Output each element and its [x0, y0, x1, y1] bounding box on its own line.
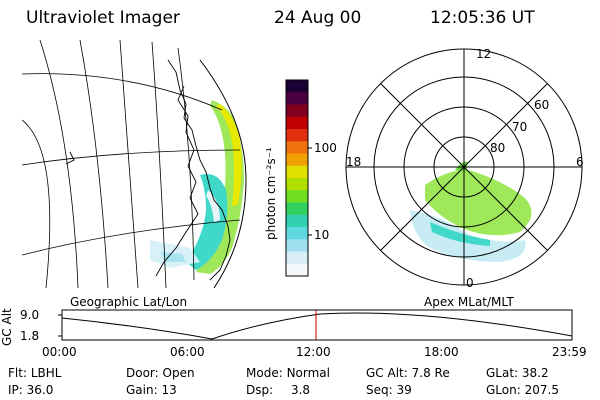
colorbar-segment — [286, 165, 308, 179]
mlt-label-6: 6 — [576, 155, 584, 169]
colorbar-tick-100: 100 — [314, 141, 337, 155]
left-panel-label: Geographic Lat/Lon — [70, 295, 188, 309]
timeline-xtick-0000: 00:00 — [42, 345, 77, 359]
colorbar-segment — [286, 116, 308, 130]
info-dsp: Dsp: 3.8 — [246, 383, 311, 397]
colorbar-tick-10: 10 — [314, 228, 330, 242]
info-door: Door: Open — [126, 366, 195, 380]
polar-grid — [345, 48, 583, 286]
info-glat: GLat: 38.2 — [486, 366, 549, 380]
mlt-label-0: 0 — [466, 276, 474, 290]
colorbar-segment — [286, 129, 308, 142]
timeline-ylabel: GC Alt — [0, 308, 14, 346]
info-gain: Gain: 13 — [126, 383, 177, 397]
colorbar-segment — [286, 92, 308, 105]
lat-label-80: 80 — [490, 141, 506, 155]
timeline-ytick-bottom: 1.8 — [20, 329, 40, 343]
timeline-xtick-2359: 23:59 — [552, 345, 587, 359]
colorbar-segment — [286, 227, 308, 240]
info-ip: IP: 36.0 — [8, 383, 54, 397]
mlt-label-18: 18 — [346, 155, 362, 169]
info-glon: GLon: 207.5 — [486, 383, 559, 397]
colorbar-segment — [286, 239, 308, 252]
timeline-xtick-0600: 06:00 — [170, 345, 205, 359]
colorbar-segment — [286, 263, 308, 277]
info-gc-alt: GC Alt: 7.8 Re — [366, 366, 450, 380]
date-label: 24 Aug 00 — [274, 8, 362, 28]
colorbar-segment — [286, 104, 308, 118]
colorbar-segment — [286, 251, 308, 265]
colorbar-unit-label: photon cm⁻²s⁻¹ — [264, 147, 278, 240]
timeline-xtick-1800: 18:00 — [424, 345, 459, 359]
colorbar-segment — [286, 202, 308, 216]
right-panel-label: Apex MLat/MLT — [424, 295, 514, 309]
polar-image — [410, 161, 532, 262]
timeline-xtick-1200: 12:00 — [296, 345, 331, 359]
colorbar — [286, 80, 308, 277]
colorbar-segment — [286, 141, 308, 154]
instrument-title: Ultraviolet Imager — [26, 8, 180, 28]
colorbar-segment — [286, 178, 308, 191]
geographic-image — [22, 40, 247, 288]
colorbar-segment — [286, 80, 308, 93]
timeline-ytick-top: 9.0 — [20, 308, 40, 322]
info-seq: Seq: 39 — [366, 383, 412, 397]
timeline-plot — [58, 309, 573, 341]
mlt-label-12: 12 — [476, 47, 492, 61]
colorbar-segment — [286, 153, 308, 167]
info-flt: Flt: LBHL — [8, 366, 62, 380]
info-mode: Mode: Normal — [246, 366, 330, 380]
lat-label-60: 60 — [534, 98, 550, 112]
colorbar-segment — [286, 214, 308, 228]
lat-label-70: 70 — [512, 120, 528, 134]
colorbar-segment — [286, 190, 308, 203]
time-label: 12:05:36 UT — [430, 8, 535, 28]
